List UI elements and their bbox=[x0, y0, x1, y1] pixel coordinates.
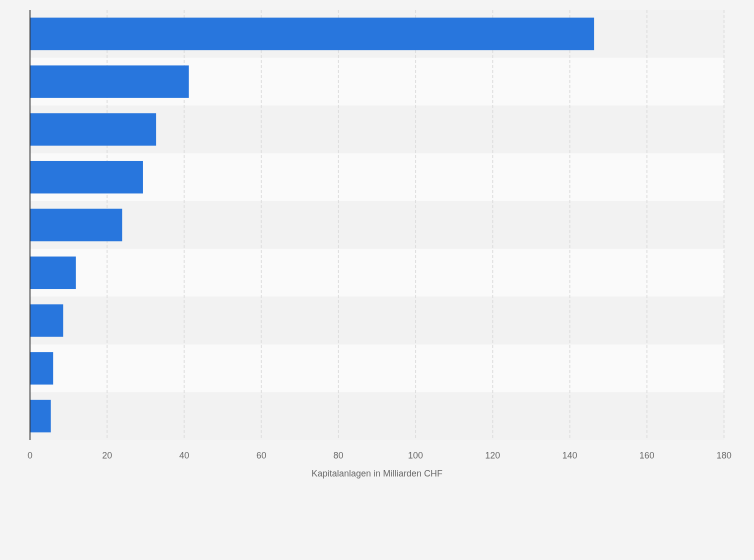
bar bbox=[30, 113, 157, 146]
bar bbox=[30, 256, 76, 290]
bar bbox=[30, 17, 595, 51]
x-tick-label: 140 bbox=[562, 450, 577, 460]
x-tick-label: 160 bbox=[639, 450, 654, 460]
bar bbox=[30, 304, 64, 337]
row-band bbox=[30, 248, 724, 297]
x-tick-label: 180 bbox=[716, 450, 731, 460]
bar bbox=[30, 352, 54, 385]
x-tick-label: 60 bbox=[256, 450, 266, 460]
x-tick-label: 100 bbox=[408, 450, 423, 460]
x-axis-label: Kapitalanlagen in Milliarden CHF bbox=[311, 468, 443, 478]
x-tick-label: 120 bbox=[485, 450, 500, 460]
x-tick-label: 80 bbox=[333, 450, 343, 460]
bar bbox=[30, 399, 51, 433]
bar bbox=[30, 65, 189, 98]
row-band bbox=[30, 153, 724, 202]
bar bbox=[30, 160, 143, 194]
row-band bbox=[30, 344, 724, 393]
x-tick-label: 20 bbox=[102, 450, 112, 460]
x-tick-label: 0 bbox=[27, 450, 32, 460]
row-band bbox=[30, 296, 724, 345]
bar bbox=[30, 208, 123, 242]
row-band bbox=[30, 201, 724, 249]
x-tick-label: 40 bbox=[179, 450, 189, 460]
row-band bbox=[30, 392, 724, 440]
